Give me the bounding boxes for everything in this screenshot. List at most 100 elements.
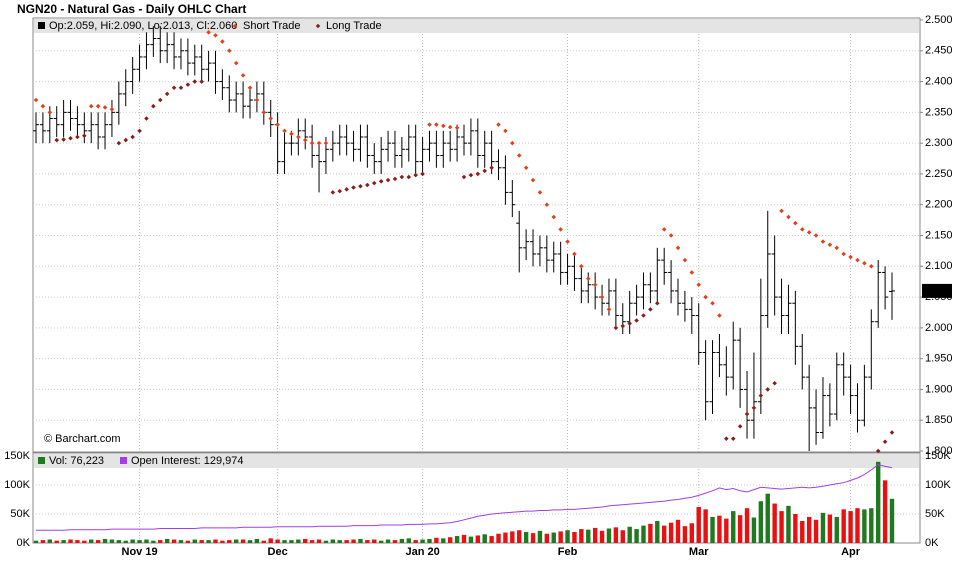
x-tick-label: Feb [558,546,578,558]
volume-bar [869,508,874,543]
volume-bar [772,503,777,543]
volume-bar [517,530,522,543]
sar-dot [82,133,87,139]
sar-dot [282,128,287,134]
sar-dot [882,439,888,445]
sar-dot [102,105,108,110]
x-tick-label: Nov 19 [122,546,158,558]
sar-dot [648,307,653,312]
volume-bar [510,531,515,543]
sar-dot [682,257,688,263]
sar-dot [503,128,508,134]
sar-dot [33,97,39,103]
sar-dot [599,294,605,300]
y-tick-label: 2.250 [925,168,953,180]
volume-bar [461,534,467,543]
volume-bar [475,535,481,543]
volume-bar [834,516,839,543]
volume-bar [123,540,128,543]
y-tick-label: 2.200 [925,199,953,211]
y-tick-label: 150K [4,450,30,462]
sar-dot [724,436,729,441]
sar-dot [116,140,122,146]
sar-dot [869,264,874,269]
sar-dot [240,73,246,78]
volume-bar [661,525,667,543]
volume-bar [800,520,805,543]
sar-dot [399,174,405,180]
sar-dot [323,140,329,146]
sar-dot [365,182,370,188]
volume-bar [737,515,743,543]
volume-bar [579,529,584,543]
volume-bar [351,539,356,543]
last-price-label: 2.060 [925,285,953,297]
legend-label: Long Trade [326,20,382,32]
sar-dot [751,405,757,411]
volume-bar [344,540,349,543]
y-tick-label: 2.300 [925,137,953,149]
sar-dot [875,448,881,454]
volume-bar [482,534,487,543]
sar-dot [758,393,764,398]
sar-dot [123,137,129,143]
volume-bar [786,505,791,543]
volume-bar [199,540,204,543]
volume-bar [247,540,253,543]
volume-bar [296,539,301,543]
sar-dot [427,122,432,127]
sar-dot [620,323,626,329]
sar-dot [855,257,860,263]
x-tick-label: Dec [268,546,288,558]
volume-bar [744,508,750,543]
volume-bar [385,539,391,543]
y-tick-label: 100K [4,479,30,491]
sar-dot [765,387,771,392]
volume-bar [54,540,59,543]
volume-bar [496,533,501,543]
volume-bar [102,538,108,543]
sar-dot [772,381,777,386]
volume-bar [627,526,632,543]
y-tick-label: 2.350 [925,106,953,118]
sar-dot [213,33,218,38]
sar-dot [61,137,66,142]
volume-bar [178,540,184,543]
sar-dot [392,176,398,182]
sar-dot [40,103,46,109]
volume-bar [427,538,432,543]
volume-bar [724,518,729,543]
volume-bar [316,539,322,543]
sar-dot [689,270,695,275]
sar-dot [109,107,115,112]
oi-line [36,464,893,531]
y-tick-label: 0K [925,537,939,549]
volume-bar [192,539,197,543]
volume-bar [710,516,715,543]
volume-bar [95,540,101,543]
sar-dot [627,321,632,326]
volume-bar [441,538,446,543]
volume-bar [668,522,674,543]
sar-dot [358,183,363,189]
volume-bar [806,516,812,543]
volume-bar [151,540,156,543]
volume-bar [848,511,853,543]
sar-dot [75,134,80,140]
volume-bar [592,527,598,543]
credit: © Barchart.com [44,433,121,445]
volume-bar [882,480,888,543]
volume-bar [275,539,280,543]
sar-dot [710,300,715,306]
volume-bar [468,536,474,543]
volume-bar [372,539,377,543]
volume-bar [171,539,177,543]
y-tick-label: 2.500 [925,14,953,26]
volume-bar [268,538,273,543]
volume-bar [75,540,80,543]
volume-bar [240,539,246,543]
sar-dot [489,165,494,171]
y-tick-label: 2.150 [925,229,953,241]
volume-bar [261,540,267,543]
volume-bar [606,528,612,543]
